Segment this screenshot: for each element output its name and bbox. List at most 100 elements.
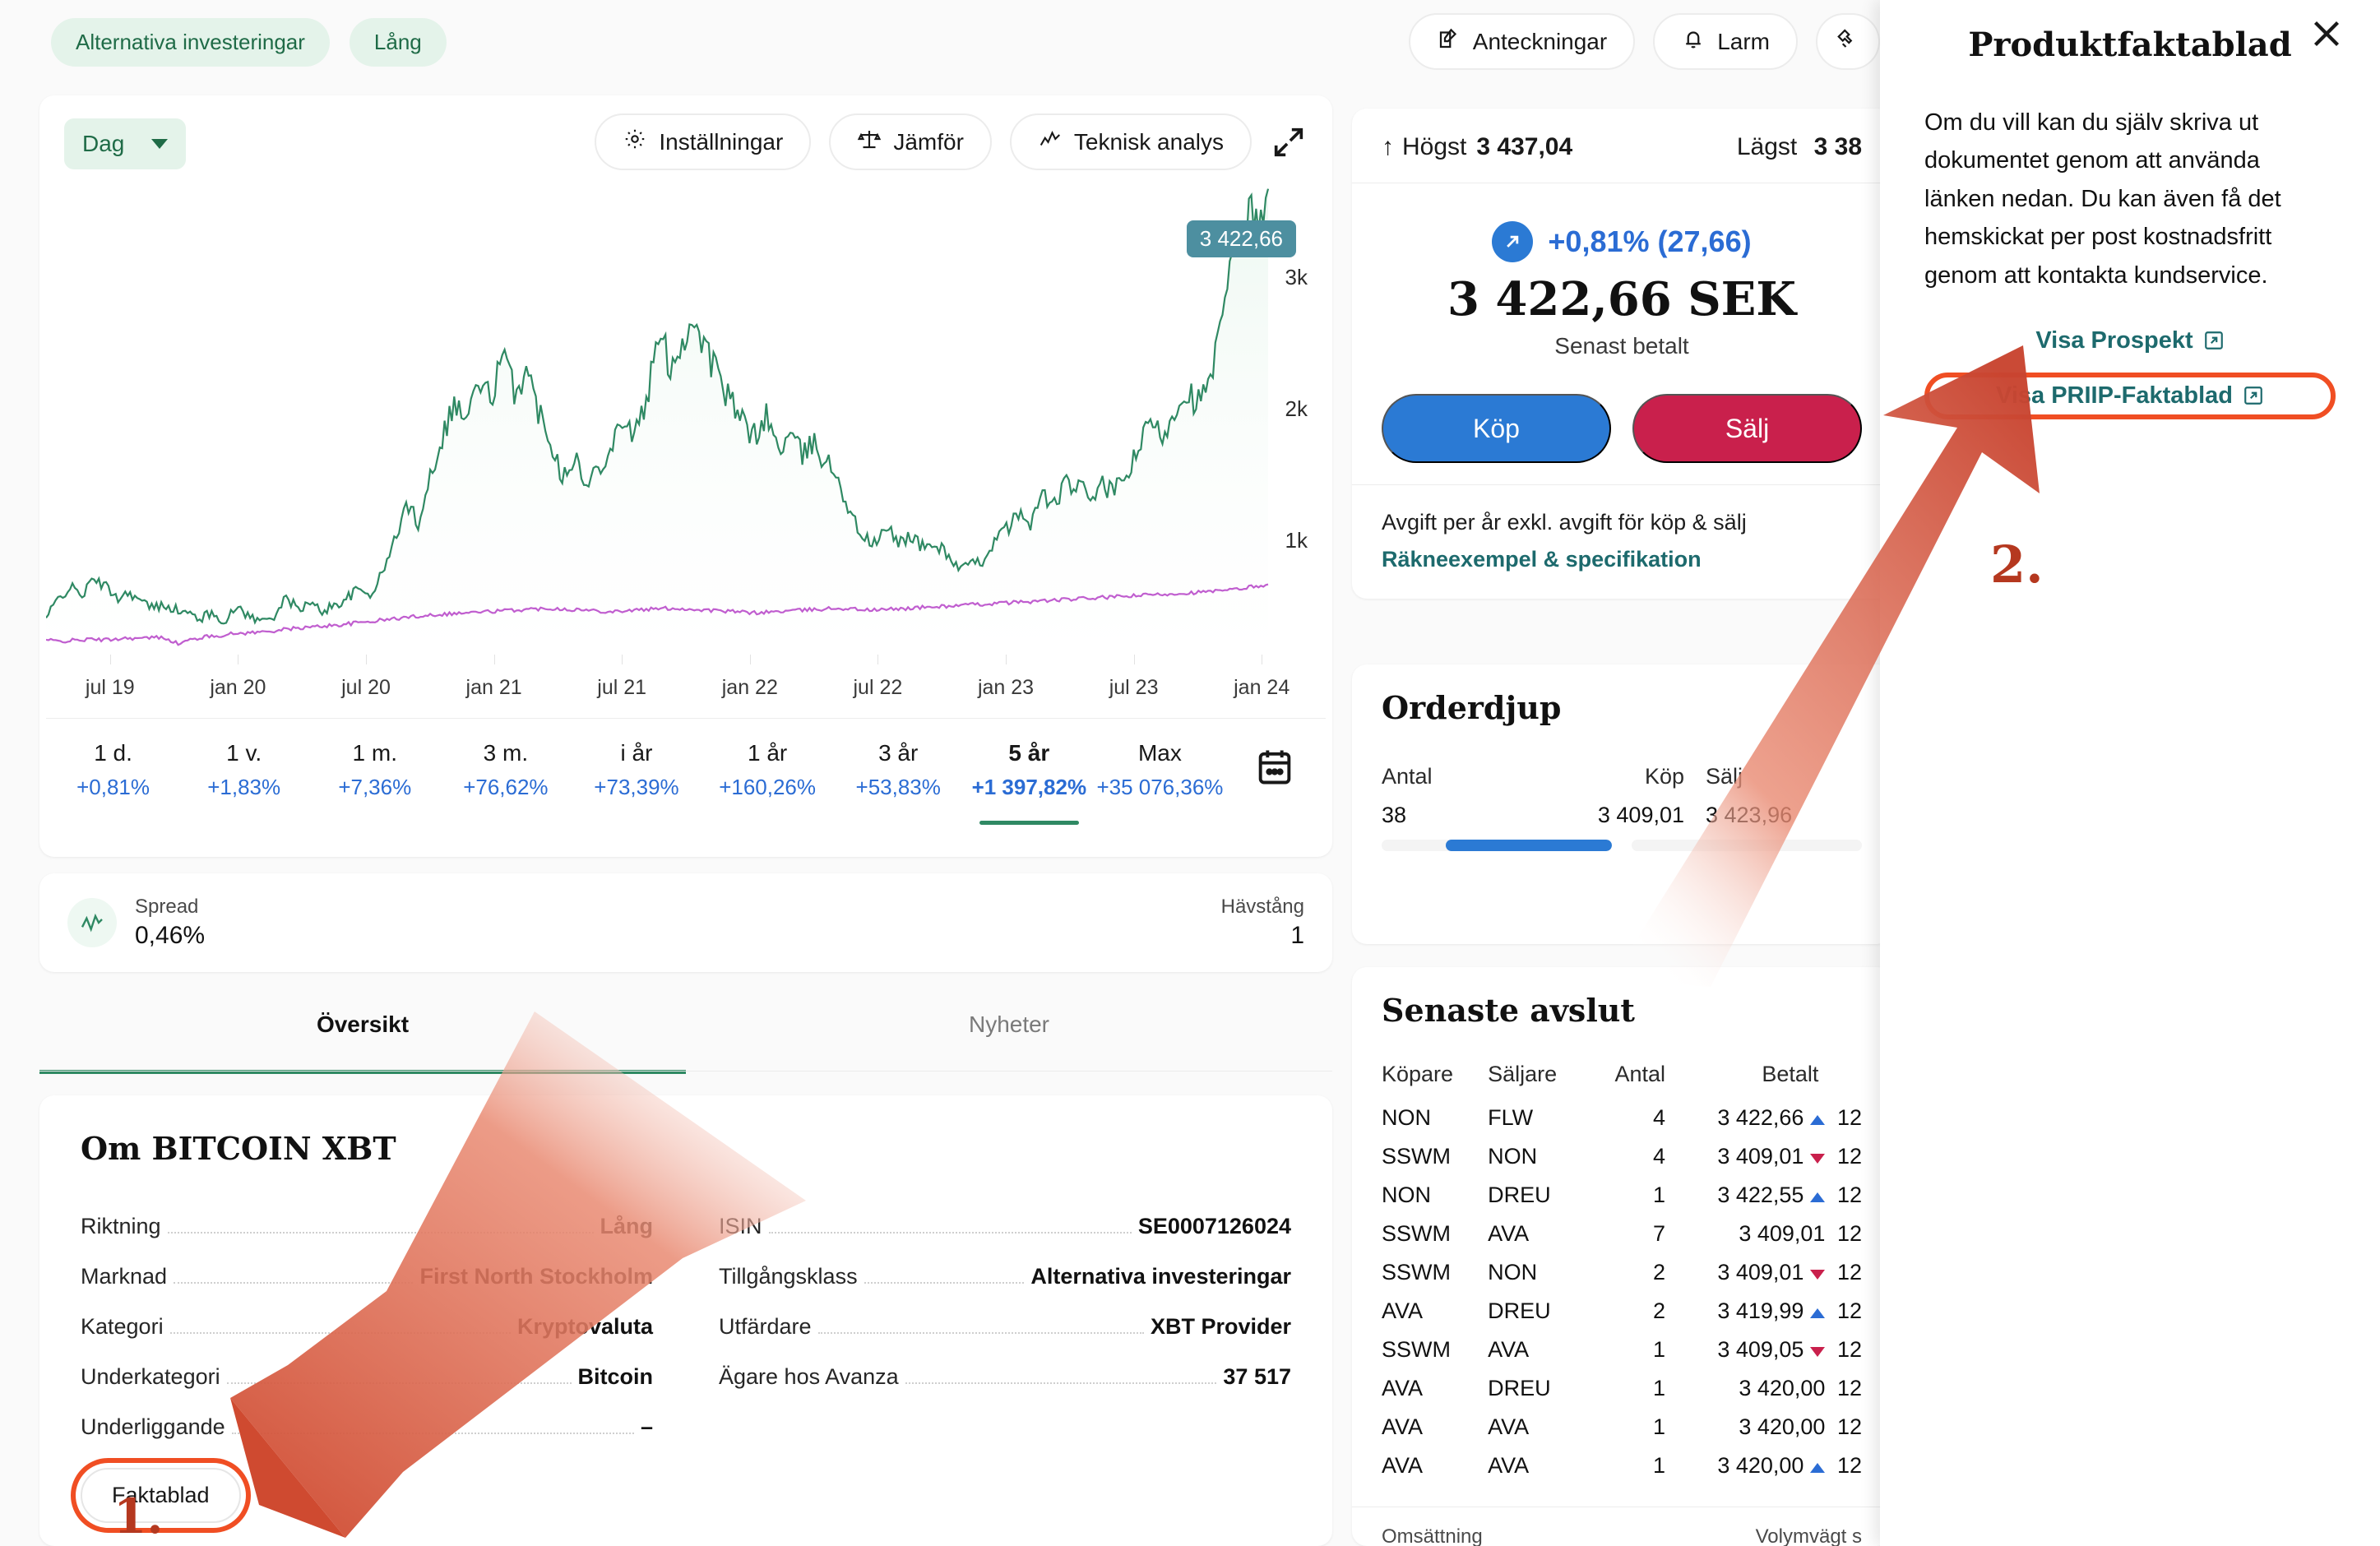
close-icon[interactable] <box>2304 12 2349 56</box>
notes-button[interactable]: Anteckningar <box>1408 13 1636 70</box>
trade-time: 12 <box>1836 1183 1862 1207</box>
period-button[interactable]: i år +73,39% <box>571 740 701 825</box>
trade-time: 12 <box>1836 1221 1862 1246</box>
period-button[interactable]: 1 v. +1,83% <box>178 740 309 825</box>
direction-up-icon <box>1810 1115 1826 1125</box>
spread-value: 0,46% <box>135 922 206 949</box>
interval-select[interactable]: Dag <box>64 118 186 169</box>
price-summary-card: ↑ Högst 3 437,04 Lägst 3 38 +0,81% (27,6… <box>1352 109 1891 599</box>
trade-buyer: SSWM <box>1382 1221 1451 1246</box>
priip-link-row: Visa PRIIP-Faktablad <box>1924 372 2336 419</box>
settings-label: Inställningar <box>659 128 784 155</box>
x-tickmark <box>493 655 495 664</box>
bid-bar-track <box>1382 840 1612 851</box>
depth-col-salj: Sälj <box>1706 764 1743 789</box>
about-row-value: Alternativa investeringar <box>1030 1264 1291 1289</box>
pin-button[interactable] <box>1816 13 1880 70</box>
about-row: Underliggande – <box>81 1402 653 1452</box>
spread-label: Spread <box>135 896 199 918</box>
about-row-value: 37 517 <box>1223 1364 1291 1389</box>
period-button[interactable]: 3 år +53,83% <box>833 740 964 825</box>
leader-dots <box>231 1433 634 1434</box>
trade-paid: 3 420,00 <box>1739 1414 1826 1439</box>
period-label: 5 år <box>1008 740 1050 766</box>
about-row: Utfärdare XBT Provider <box>719 1302 1291 1352</box>
calendar-icon <box>1253 745 1296 792</box>
table-row: AVA AVA 1 3 420,00 12 <box>1382 1446 1862 1485</box>
about-row-value: XBT Provider <box>1150 1314 1291 1339</box>
x-tickmark <box>366 655 367 664</box>
scales-icon <box>857 127 882 157</box>
show-prospekt-link[interactable]: Visa Prospekt <box>2035 327 2224 354</box>
x-tick-label: jul 20 <box>341 676 391 699</box>
period-button[interactable]: 1 år +160,26% <box>702 740 833 825</box>
trade-time: 12 <box>1836 1376 1862 1400</box>
trade-seller: DREU <box>1488 1298 1551 1323</box>
direction-up-icon <box>1810 1308 1826 1318</box>
about-row: Ägare hos Avanza 37 517 <box>719 1352 1291 1402</box>
tab-nyheter[interactable]: Nyheter <box>968 1011 1050 1037</box>
table-row: AVA AVA 1 3 420,00 12 <box>1382 1408 1862 1446</box>
settings-button[interactable]: Inställningar <box>595 113 812 170</box>
x-tickmark <box>749 655 751 664</box>
buy-button[interactable]: Köp <box>1382 394 1611 463</box>
period-button[interactable]: Max +35 076,36% <box>1095 740 1225 825</box>
trade-time: 12 <box>1836 1337 1862 1362</box>
trade-seller: DREU <box>1488 1183 1551 1207</box>
calendar-button[interactable] <box>1225 740 1324 792</box>
fee-specification-link[interactable]: Räkneexempel & specifikation <box>1382 547 1702 572</box>
period-button[interactable]: 1 m. +7,36% <box>309 740 440 825</box>
alarm-button[interactable]: Larm <box>1653 13 1798 70</box>
period-button[interactable]: 3 m. +76,62% <box>440 740 571 825</box>
tab-oversikt[interactable]: Översikt <box>39 1011 686 1074</box>
interval-value: Dag <box>82 131 125 156</box>
technical-analysis-button[interactable]: Teknisk analys <box>1009 113 1252 170</box>
sell-button[interactable]: Sälj <box>1632 394 1862 463</box>
trades-col-header: Betalt <box>1762 1062 1819 1086</box>
about-row-key: Kategori <box>81 1314 164 1339</box>
about-row-value: SE0007126024 <box>1137 1214 1291 1238</box>
trade-buyer: AVA <box>1382 1298 1424 1323</box>
leverage-value: 1 <box>1290 922 1304 949</box>
compare-button[interactable]: Jämför <box>829 113 992 170</box>
about-row-value: Bitcoin <box>577 1364 654 1389</box>
depth-antal-value: 38 <box>1382 803 1407 827</box>
vwap-label: Volymvägt s <box>1755 1525 1862 1546</box>
period-selector: 1 d. +0,81% 1 v. +1,83% 1 m. +7,36% 3 m. +76,62… <box>39 719 1332 847</box>
table-row: AVA DREU 1 3 420,00 12 <box>1382 1369 1862 1408</box>
x-tick-label: jul 23 <box>1109 676 1159 699</box>
asset-class-chip[interactable]: Alternativa investeringar <box>51 18 330 67</box>
pin-icon <box>1836 26 1860 57</box>
about-row-value: Lång <box>600 1214 654 1238</box>
trade-qty: 4 <box>1652 1144 1666 1169</box>
period-label: 1 m. <box>352 740 397 766</box>
period-change: +7,36% <box>338 775 412 799</box>
direction-chip[interactable]: Lång <box>349 18 447 67</box>
show-priip-factsheet-link[interactable]: Visa PRIIP-Faktablad <box>1924 372 2336 419</box>
drawer-title: Produktfaktablad <box>1968 25 2292 64</box>
depth-bid-value: 3 409,01 <box>1597 803 1684 827</box>
expand-icon[interactable] <box>1270 123 1308 161</box>
x-tickmark <box>1133 655 1135 664</box>
chart-series-svg <box>46 188 1270 661</box>
x-tick-label: jul 19 <box>85 676 135 699</box>
trade-buyer: NON <box>1382 1183 1431 1207</box>
asset-tag-row: Alternativa investeringar Lång <box>51 18 447 67</box>
leader-dots <box>167 1232 594 1234</box>
leader-dots <box>226 1382 572 1384</box>
table-row: SSWM NON 4 3 409,01 12 <box>1382 1137 1862 1176</box>
direction-down-icon <box>1810 1347 1826 1357</box>
about-row-key: Ägare hos Avanza <box>719 1364 899 1389</box>
x-tick-label: jul 21 <box>597 676 647 699</box>
trade-paid: 3 409,01 <box>1739 1221 1826 1246</box>
period-label: 1 år <box>747 740 788 766</box>
about-row: Underkategori Bitcoin <box>81 1352 653 1402</box>
chart-x-axis: jul 19 jan 20 jul 20 jan 21 jul 21 jan 22 jul … <box>46 655 1326 719</box>
leader-dots <box>905 1382 1217 1384</box>
period-button[interactable]: 5 år +1 397,82% <box>964 740 1095 825</box>
chart-plot-area[interactable]: 3k 2k 1k 3 422,66 <box>46 184 1326 661</box>
trade-paid: 3 409,05 <box>1665 1331 1826 1369</box>
factsheet-button[interactable]: Faktablad <box>81 1468 241 1523</box>
vwap-group: Volymvägt s 3 414,0 <box>1756 1525 1862 1546</box>
period-button[interactable]: 1 d. +0,81% <box>48 740 178 825</box>
